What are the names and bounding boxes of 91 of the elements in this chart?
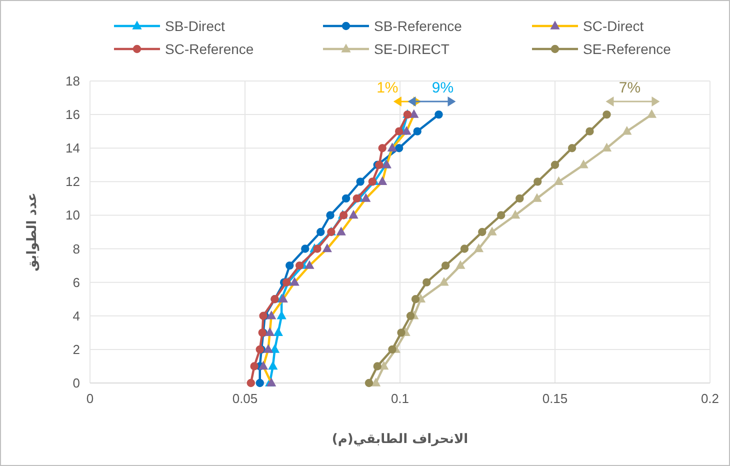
point xyxy=(322,244,332,252)
y-tick-label: 8 xyxy=(72,241,80,256)
legend-label: SE-Reference xyxy=(583,41,672,57)
point xyxy=(277,311,286,320)
point xyxy=(422,278,431,286)
point xyxy=(579,160,588,168)
point xyxy=(373,362,382,370)
point xyxy=(364,378,374,388)
point xyxy=(406,312,415,320)
point xyxy=(250,362,258,370)
point xyxy=(258,361,268,370)
point xyxy=(440,278,448,286)
point xyxy=(290,278,300,286)
point xyxy=(371,378,380,386)
x-tick-label: 0.1 xyxy=(390,391,410,406)
point xyxy=(301,244,310,253)
point xyxy=(368,178,377,186)
point xyxy=(349,210,358,219)
x-axis-title: الانحراف الطابقي(م) xyxy=(332,432,468,447)
point xyxy=(361,194,370,202)
point xyxy=(402,126,411,135)
point xyxy=(411,295,420,304)
point xyxy=(460,244,469,253)
y-tick-label: 2 xyxy=(72,342,80,357)
y-tick-label: 16 xyxy=(66,107,80,122)
point xyxy=(397,328,406,337)
point xyxy=(342,194,350,203)
point xyxy=(532,194,542,202)
point xyxy=(295,261,304,270)
y-tick-label: 10 xyxy=(66,208,80,223)
point xyxy=(356,178,364,186)
point xyxy=(378,176,387,186)
y-tick-label: 4 xyxy=(72,308,80,324)
annotation: 7% xyxy=(618,80,641,97)
point xyxy=(550,160,560,169)
point xyxy=(602,110,611,119)
point xyxy=(413,127,422,136)
legend-label: SB-Direct xyxy=(165,18,226,34)
point xyxy=(316,228,325,236)
point xyxy=(286,261,294,270)
point xyxy=(474,244,484,252)
point xyxy=(496,211,506,220)
legend-label: SE-DIRECT xyxy=(374,41,450,57)
y-tick-label: 14 xyxy=(66,140,80,156)
point xyxy=(602,143,612,152)
point xyxy=(336,227,346,236)
point xyxy=(305,260,314,269)
point xyxy=(554,176,564,186)
point xyxy=(534,178,542,186)
y-axis-title: عدد الطوابق xyxy=(25,192,40,272)
point xyxy=(266,311,276,320)
point xyxy=(647,110,656,118)
point xyxy=(246,378,255,388)
point xyxy=(394,127,404,136)
point xyxy=(265,328,274,336)
point xyxy=(568,144,576,152)
point xyxy=(441,261,450,270)
point xyxy=(379,361,388,370)
x-tick-label: 0.05 xyxy=(232,391,258,406)
point xyxy=(394,144,404,152)
x-tick-label: 0.2 xyxy=(700,391,720,406)
y-tick-label: 6 xyxy=(72,274,80,290)
point xyxy=(456,260,465,269)
annotation: 9% xyxy=(432,80,454,97)
point xyxy=(274,328,283,336)
point xyxy=(264,344,273,353)
y-tick-label: 12 xyxy=(66,174,80,190)
point xyxy=(388,345,396,354)
x-tick-label: 0.15 xyxy=(542,391,568,406)
point xyxy=(488,227,497,236)
point xyxy=(268,361,278,370)
y-tick-label: 18 xyxy=(66,74,80,88)
point xyxy=(256,378,264,388)
point xyxy=(516,194,524,203)
legend-label: SC-Direct xyxy=(583,18,644,34)
point xyxy=(270,344,280,353)
point xyxy=(434,110,443,119)
y-tick-label: 0 xyxy=(72,376,80,390)
legend-label: SC-Reference xyxy=(165,41,254,57)
x-tick-label: 0 xyxy=(86,391,94,406)
point xyxy=(326,211,334,220)
point xyxy=(409,110,418,118)
point xyxy=(478,228,486,236)
annotation: 1% xyxy=(376,80,398,97)
point xyxy=(510,210,520,219)
legend-label: SB-Reference xyxy=(374,18,462,34)
point xyxy=(586,127,594,136)
point xyxy=(313,244,322,253)
point xyxy=(352,194,362,203)
point xyxy=(622,126,632,135)
point xyxy=(378,144,386,152)
